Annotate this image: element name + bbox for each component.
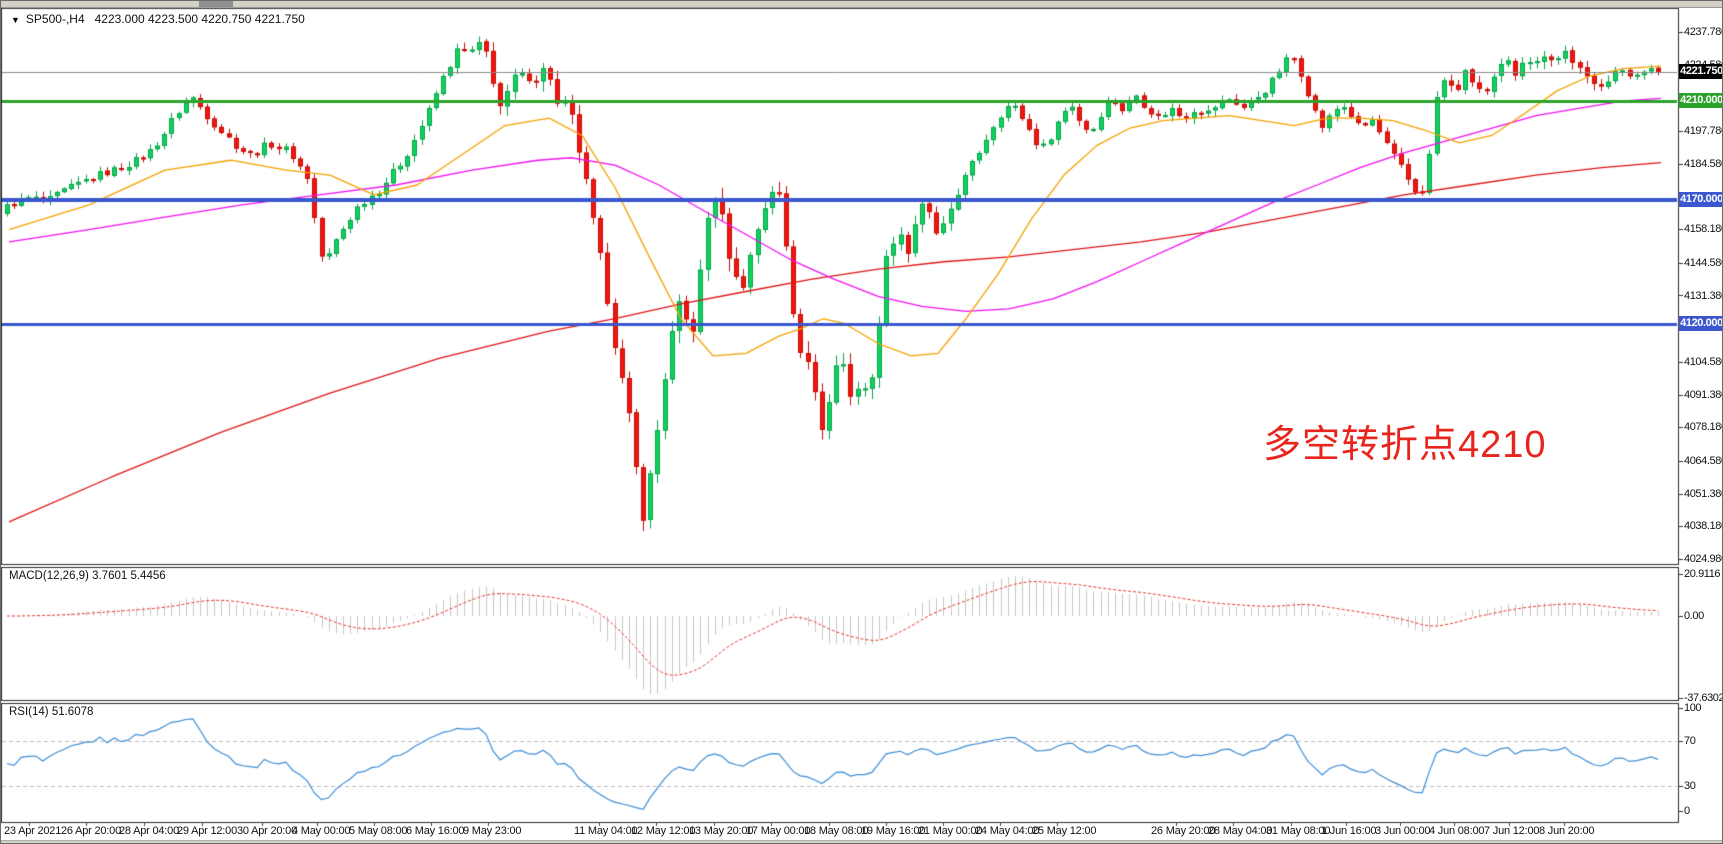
time-axis-label: 23 Apr 2021: [4, 825, 62, 837]
time-axis-label: 28 May 04:00: [1208, 825, 1273, 837]
price-axis-label: 4158.180: [1684, 223, 1723, 236]
window-bottom-strip: [1, 840, 1722, 843]
price-axis-label: 4091.380: [1684, 388, 1723, 401]
price-axis-label: 4144.580: [1684, 256, 1723, 269]
time-axis-label: 11 May 04:00: [574, 825, 638, 837]
price-badge-4222: 4221.750: [1679, 64, 1723, 80]
macd-axis-label: 20.9116: [1684, 568, 1721, 580]
price-axis-label: 4064.580: [1684, 454, 1723, 467]
time-axis-label: 31 May 08:00: [1266, 825, 1331, 837]
macd-indicator-label: MACD(12,26,9) 3.7601 5.4456: [9, 570, 166, 582]
chevron-down-icon[interactable]: ▼: [11, 15, 20, 25]
rsi-axis-label: 70: [1684, 735, 1696, 747]
price-badge-4210: 4210.000: [1679, 93, 1723, 109]
price-axis-label: 4024.980: [1684, 553, 1723, 565]
rsi-axis-label: 100: [1684, 702, 1702, 714]
window-resize-notch: [199, 1, 233, 7]
price-axis-label: 4051.380: [1684, 487, 1723, 500]
price-axis-label: 4237.780: [1684, 26, 1723, 38]
price-badge-4170: 4170.000: [1679, 192, 1723, 208]
symbol-name: SP500-,H4: [25, 12, 85, 26]
price-axis-label: 4197.780: [1684, 125, 1723, 138]
symbol-ohlc: 4223.000 4223.500 4220.750 4221.750: [94, 12, 305, 26]
window-top-strip: [1, 1, 1722, 8]
time-axis-label: 12 May 12:00: [631, 825, 696, 837]
price-axis-label: 4131.380: [1684, 289, 1723, 302]
time-axis-label: 13 May 20:00: [689, 825, 754, 837]
price-axis-label: 4184.580: [1684, 157, 1723, 170]
time-axis-label: 30 Apr 20:00: [237, 825, 297, 837]
time-axis-label: 3 Jun 00:00: [1375, 825, 1431, 837]
time-axis-label: 7 Jun 12:00: [1484, 825, 1540, 837]
chart-annotation-text: 多空转折点4210: [1263, 424, 1547, 466]
time-axis-label: 29 Apr 12:00: [177, 825, 237, 837]
price-axis-label: 4104.580: [1684, 355, 1723, 368]
time-axis-label: 17 May 00:00: [746, 825, 811, 837]
rsi-axis-label: 0: [1684, 805, 1690, 817]
time-axis-label: 26 Apr 20:00: [61, 825, 121, 837]
price-axis-label: 4038.180: [1684, 520, 1723, 533]
time-axis-label: 1 Jun 16:00: [1321, 825, 1377, 837]
time-axis-label: 9 May 23:00: [463, 825, 522, 837]
macd-axis-label: -37.6302: [1684, 692, 1723, 704]
rsi-axis-label: 30: [1684, 780, 1696, 792]
time-axis-label: 24 May 04:00: [975, 825, 1040, 837]
price-badge-4120: 4120.000: [1679, 316, 1723, 332]
time-axis-label: 6 May 16:00: [406, 825, 465, 837]
time-axis-label: 28 Apr 04:00: [119, 825, 179, 837]
price-axis-label: 4078.180: [1684, 421, 1723, 434]
time-axis-label: 18 May 08:00: [804, 825, 869, 837]
rsi-indicator-label: RSI(14) 51.6078: [9, 706, 94, 718]
time-axis-label: 4 Jun 08:00: [1429, 825, 1485, 837]
time-axis-label: 19 May 16:00: [861, 825, 926, 837]
time-axis-label: 26 May 20:00: [1151, 825, 1216, 837]
time-axis-label: 5 May 08:00: [349, 825, 408, 837]
symbol-info: ▼ SP500-,H4 4223.000 4223.500 4220.750 422…: [11, 12, 305, 26]
time-axis-label: 21 May 00:00: [918, 825, 983, 837]
time-axis-label: 25 May 12:00: [1032, 825, 1097, 837]
macd-axis-label: 0.00: [1684, 610, 1704, 622]
time-axis-label: 8 Jun 20:00: [1539, 825, 1595, 837]
time-axis-label: 4 May 00:00: [292, 825, 351, 837]
